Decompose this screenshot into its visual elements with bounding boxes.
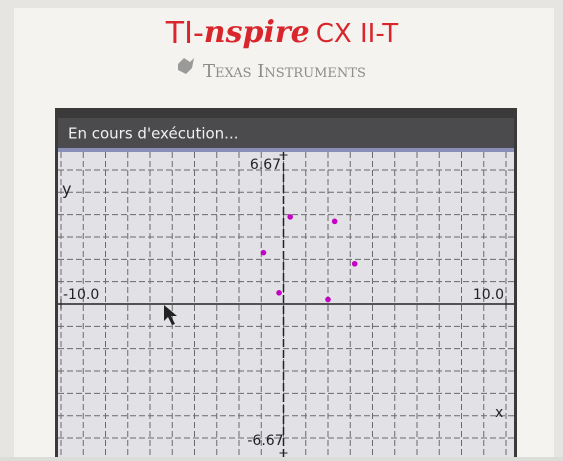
- point: [332, 219, 338, 225]
- maker: Texas Instruments: [203, 61, 366, 82]
- page: TI-nspireCX II-T Texas Instruments En co…: [0, 0, 563, 457]
- y-tick-label: -6.67: [247, 433, 283, 449]
- x-tick-label: 10.0: [473, 287, 504, 303]
- status-text: En cours d'exécution...: [68, 125, 238, 143]
- brand-model: CX II-T: [316, 19, 399, 49]
- point: [325, 297, 331, 303]
- point: [352, 261, 358, 267]
- x-tick-label: -10.0: [63, 287, 99, 303]
- y-tick-label: 6.67: [250, 157, 281, 173]
- point: [276, 290, 282, 296]
- brand-name: nspire: [204, 15, 310, 50]
- brand-prefix: TI-: [165, 16, 204, 51]
- x-axis-label: x: [495, 405, 503, 421]
- calculator: TI-nspireCX II-T Texas Instruments En co…: [0, 0, 563, 457]
- y-axis-label: y: [62, 180, 71, 199]
- point: [287, 214, 293, 220]
- status-underline: [58, 148, 514, 152]
- point: [261, 250, 267, 256]
